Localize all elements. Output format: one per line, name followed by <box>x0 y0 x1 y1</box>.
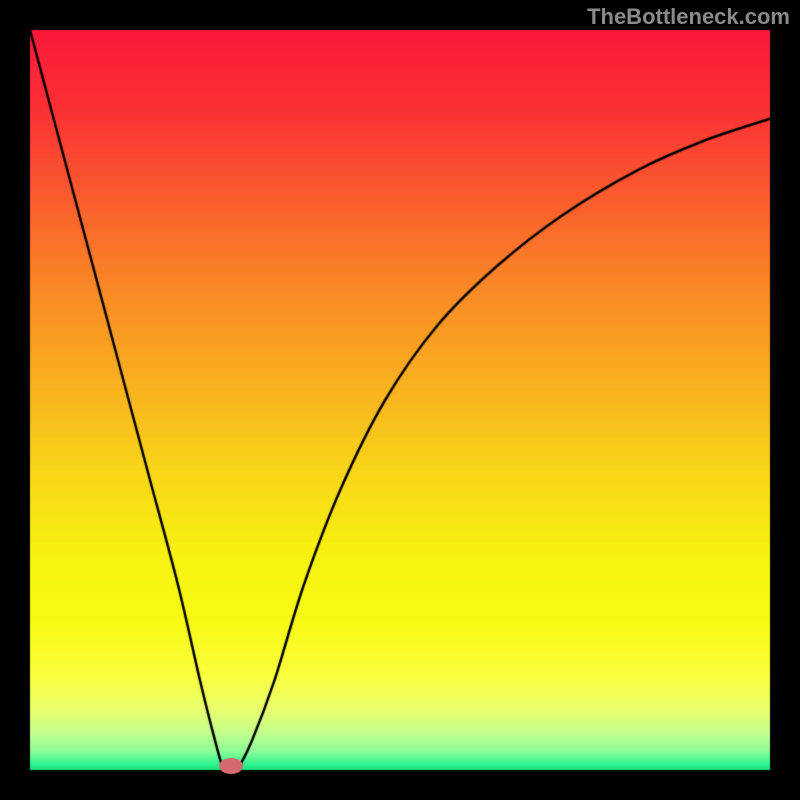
bottleneck-curve-chart <box>0 0 800 800</box>
watermark-text: TheBottleneck.com <box>587 4 790 30</box>
optimum-point-marker <box>219 758 243 774</box>
